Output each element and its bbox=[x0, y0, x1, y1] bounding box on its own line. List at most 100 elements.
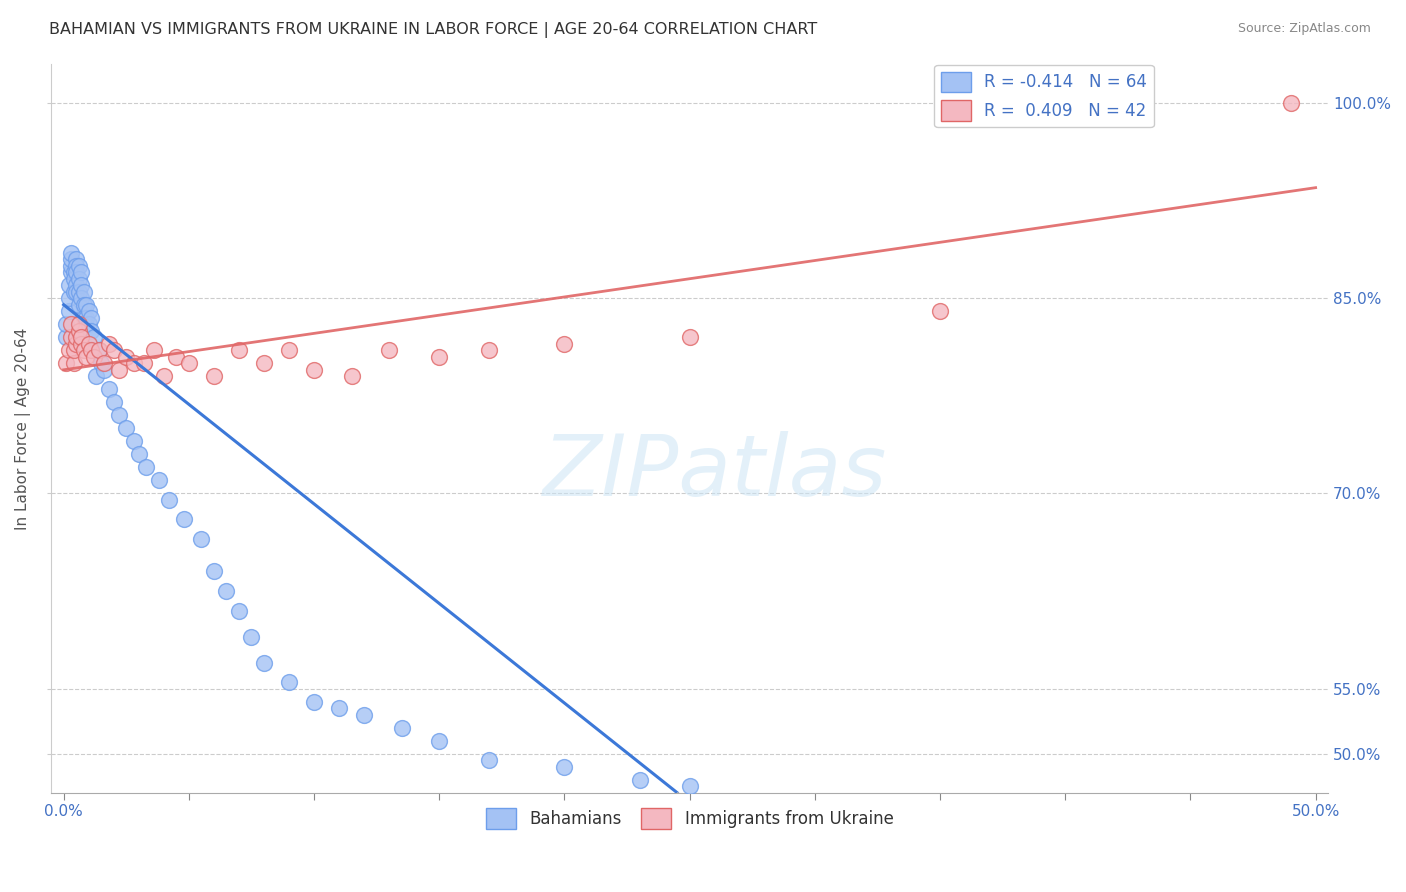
Point bbox=[328, 701, 350, 715]
Point bbox=[70, 265, 93, 279]
Point bbox=[65, 285, 87, 299]
Point bbox=[478, 343, 501, 358]
Point bbox=[58, 278, 80, 293]
Point bbox=[70, 330, 93, 344]
Point bbox=[132, 356, 155, 370]
Point bbox=[60, 245, 83, 260]
Point bbox=[628, 772, 651, 787]
Point bbox=[62, 265, 84, 279]
Point bbox=[58, 304, 80, 318]
Point bbox=[84, 369, 107, 384]
Point bbox=[90, 356, 112, 370]
Point bbox=[83, 350, 105, 364]
Point bbox=[75, 298, 97, 312]
Point bbox=[55, 318, 77, 332]
Point bbox=[62, 356, 84, 370]
Point bbox=[73, 298, 96, 312]
Point bbox=[190, 532, 212, 546]
Point bbox=[228, 603, 250, 617]
Point bbox=[427, 350, 450, 364]
Point bbox=[929, 304, 952, 318]
Point bbox=[253, 656, 276, 670]
Point bbox=[302, 695, 325, 709]
Point bbox=[278, 675, 301, 690]
Point bbox=[65, 330, 87, 344]
Point bbox=[60, 265, 83, 279]
Point bbox=[115, 421, 138, 435]
Point bbox=[97, 382, 120, 396]
Point bbox=[80, 310, 103, 325]
Point bbox=[67, 298, 90, 312]
Point bbox=[60, 330, 83, 344]
Point bbox=[678, 779, 700, 793]
Point bbox=[55, 330, 77, 344]
Point bbox=[202, 369, 225, 384]
Point bbox=[148, 474, 170, 488]
Point bbox=[62, 271, 84, 285]
Legend: Bahamians, Immigrants from Ukraine: Bahamians, Immigrants from Ukraine bbox=[479, 802, 900, 835]
Point bbox=[202, 565, 225, 579]
Point bbox=[73, 310, 96, 325]
Point bbox=[240, 630, 263, 644]
Point bbox=[70, 278, 93, 293]
Y-axis label: In Labor Force | Age 20-64: In Labor Force | Age 20-64 bbox=[15, 327, 31, 530]
Point bbox=[427, 733, 450, 747]
Point bbox=[103, 395, 125, 409]
Point bbox=[378, 343, 401, 358]
Point bbox=[93, 356, 115, 370]
Text: Source: ZipAtlas.com: Source: ZipAtlas.com bbox=[1237, 22, 1371, 36]
Point bbox=[70, 291, 93, 305]
Point bbox=[87, 343, 110, 358]
Point bbox=[73, 343, 96, 358]
Point bbox=[65, 265, 87, 279]
Point bbox=[77, 336, 100, 351]
Point bbox=[65, 252, 87, 267]
Point bbox=[67, 259, 90, 273]
Point bbox=[67, 285, 90, 299]
Point bbox=[73, 285, 96, 299]
Point bbox=[157, 492, 180, 507]
Point bbox=[553, 759, 575, 773]
Point bbox=[60, 252, 83, 267]
Point bbox=[75, 310, 97, 325]
Text: BAHAMIAN VS IMMIGRANTS FROM UKRAINE IN LABOR FORCE | AGE 20-64 CORRELATION CHART: BAHAMIAN VS IMMIGRANTS FROM UKRAINE IN L… bbox=[49, 22, 817, 38]
Point bbox=[228, 343, 250, 358]
Point bbox=[253, 356, 276, 370]
Point bbox=[142, 343, 165, 358]
Point bbox=[122, 356, 145, 370]
Point bbox=[77, 304, 100, 318]
Point bbox=[103, 343, 125, 358]
Point bbox=[391, 721, 413, 735]
Point bbox=[165, 350, 187, 364]
Point bbox=[65, 336, 87, 351]
Point bbox=[107, 363, 129, 377]
Point bbox=[678, 330, 700, 344]
Point bbox=[478, 753, 501, 767]
Point bbox=[173, 512, 195, 526]
Point bbox=[1279, 96, 1302, 111]
Point bbox=[77, 318, 100, 332]
Point bbox=[122, 434, 145, 449]
Point bbox=[55, 356, 77, 370]
Point bbox=[115, 350, 138, 364]
Point bbox=[278, 343, 301, 358]
Point bbox=[67, 318, 90, 332]
Point bbox=[553, 336, 575, 351]
Point bbox=[135, 460, 157, 475]
Point bbox=[107, 409, 129, 423]
Point bbox=[60, 318, 83, 332]
Point bbox=[353, 707, 375, 722]
Point bbox=[60, 259, 83, 273]
Point bbox=[153, 369, 176, 384]
Point bbox=[62, 343, 84, 358]
Text: ZIPatlas: ZIPatlas bbox=[543, 431, 887, 514]
Point bbox=[80, 343, 103, 358]
Point bbox=[58, 291, 80, 305]
Point bbox=[83, 330, 105, 344]
Point bbox=[177, 356, 200, 370]
Point bbox=[340, 369, 363, 384]
Point bbox=[75, 350, 97, 364]
Point bbox=[58, 343, 80, 358]
Point bbox=[65, 259, 87, 273]
Point bbox=[65, 278, 87, 293]
